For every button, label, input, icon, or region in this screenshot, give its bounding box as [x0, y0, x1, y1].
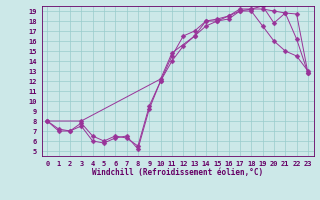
X-axis label: Windchill (Refroidissement éolien,°C): Windchill (Refroidissement éolien,°C)	[92, 168, 263, 177]
